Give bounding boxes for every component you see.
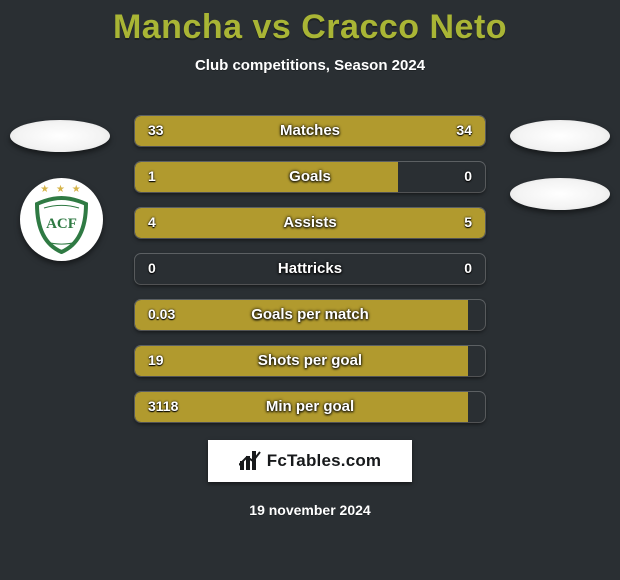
stat-row: 10Goals xyxy=(0,154,620,200)
subtitle: Club competitions, Season 2024 xyxy=(0,57,620,74)
brand-box[interactable]: FcTables.com xyxy=(208,440,412,482)
date-label: 19 november 2024 xyxy=(0,502,620,518)
stat-label: Assists xyxy=(135,214,485,231)
page-title: Mancha vs Cracco Neto xyxy=(0,0,620,47)
stat-label: Matches xyxy=(135,122,485,139)
stat-row: 19Shots per goal xyxy=(0,338,620,384)
stats-area: 3334Matches10Goals45Assists00Hattricks0.… xyxy=(0,108,620,430)
stat-row: 45Assists xyxy=(0,200,620,246)
stat-label: Min per goal xyxy=(135,398,485,415)
stat-label: Hattricks xyxy=(135,260,485,277)
stat-label: Goals xyxy=(135,168,485,185)
stat-row: 3334Matches xyxy=(0,108,620,154)
stat-row: 00Hattricks xyxy=(0,246,620,292)
brand-label: FcTables.com xyxy=(267,451,382,471)
stat-row: 0.03Goals per match xyxy=(0,292,620,338)
stat-label: Goals per match xyxy=(135,306,485,323)
stat-label: Shots per goal xyxy=(135,352,485,369)
stat-row: 3118Min per goal xyxy=(0,384,620,430)
bar-chart-icon xyxy=(239,451,261,471)
